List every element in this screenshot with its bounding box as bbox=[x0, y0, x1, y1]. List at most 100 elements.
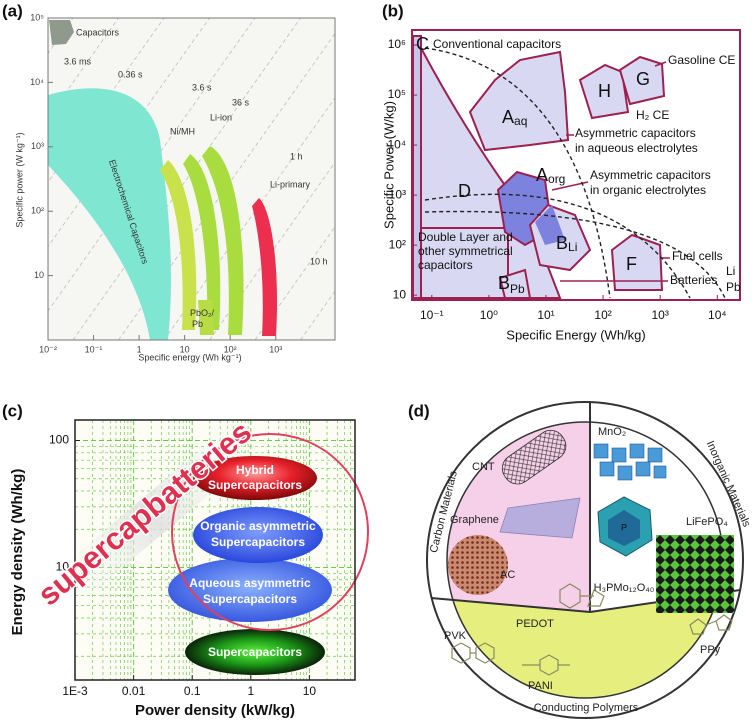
y-tick-label: 10² bbox=[31, 206, 44, 216]
dotted-curves bbox=[424, 47, 726, 299]
ellipse bbox=[168, 558, 332, 622]
panel-label: (a) bbox=[2, 1, 23, 20]
annotation: C bbox=[416, 34, 429, 54]
item-label: Graphene bbox=[450, 514, 499, 526]
guide-line bbox=[48, 18, 165, 183]
line: Double Layer and bbox=[418, 230, 513, 244]
dotted-curve bbox=[424, 210, 726, 299]
region bbox=[183, 154, 221, 330]
region bbox=[468, 50, 570, 152]
annotation: Pb bbox=[726, 280, 741, 294]
line: Aqueous asymmetric bbox=[189, 576, 311, 590]
item-label: H₃PMo₁₂O₄₀ bbox=[594, 582, 655, 594]
x-tick-label: 10 bbox=[303, 684, 317, 698]
y-tick-label: 10 bbox=[56, 560, 70, 574]
plot-frame bbox=[411, 29, 741, 301]
ellipse bbox=[193, 456, 317, 500]
plot-frame bbox=[47, 17, 336, 341]
annotation: F bbox=[626, 254, 637, 274]
x-tick-label: 10² bbox=[594, 308, 611, 322]
annotation: Aaq bbox=[502, 107, 527, 128]
region bbox=[498, 268, 532, 299]
dotted-curve bbox=[424, 193, 691, 299]
region bbox=[252, 198, 278, 336]
annotation: Asymmetric capacitors in organic electrol… bbox=[590, 168, 711, 197]
lifepo4-icon bbox=[656, 535, 734, 613]
dotted-curve bbox=[424, 47, 611, 299]
annotation: G bbox=[636, 69, 650, 89]
y-axis-label: Specific power (W kg⁻¹) bbox=[14, 132, 24, 227]
time-label: 0.36 s bbox=[118, 69, 143, 79]
region bbox=[202, 146, 244, 335]
regions bbox=[48, 20, 278, 340]
x-axis-label: Power density (kW/kg) bbox=[135, 702, 295, 719]
x-axis-label: Specific energy (Wh kg⁻¹) bbox=[138, 352, 241, 362]
y-tick-label: 10⁶ bbox=[388, 37, 406, 51]
ellipse-label: Hybrid Supercapacitors bbox=[208, 463, 302, 492]
region bbox=[535, 205, 565, 245]
x-tick-label: 10² bbox=[224, 344, 237, 354]
line: Hybrid bbox=[236, 463, 274, 477]
y-tick-label: 10⁴ bbox=[30, 77, 44, 87]
annotation: Double Layer and other symmetrical capacit… bbox=[418, 230, 513, 272]
y-axis-label: Energy density (Wh/kg) bbox=[9, 469, 26, 636]
region bbox=[49, 20, 74, 45]
ellipse bbox=[185, 629, 325, 675]
mno2-icon bbox=[593, 443, 667, 481]
annotation: BPb bbox=[498, 273, 525, 296]
annotation: H bbox=[598, 81, 611, 101]
x-tick-label: 1E-3 bbox=[62, 684, 88, 698]
item-label: PPy bbox=[700, 644, 721, 656]
item-label: MnO₂ bbox=[598, 426, 626, 438]
annotation: Li bbox=[726, 264, 735, 278]
main: B bbox=[498, 273, 510, 293]
x-tick-label: 10 bbox=[180, 344, 190, 354]
x-tick-label: 0.01 bbox=[122, 684, 146, 698]
sub: Li bbox=[568, 240, 577, 254]
annotation: Gasoline CE bbox=[668, 53, 735, 67]
annotation: Batteries bbox=[670, 273, 717, 287]
item-label: PVK bbox=[444, 630, 467, 642]
x-tick-label: 1 bbox=[137, 344, 142, 354]
item-label: PEDOT bbox=[516, 618, 554, 630]
y-tick-label: 10³ bbox=[389, 187, 406, 201]
line: in organic electrolytes bbox=[590, 183, 706, 197]
ellipses bbox=[39, 417, 369, 675]
divider bbox=[430, 597, 591, 613]
time-label: 36 s bbox=[232, 97, 250, 107]
sub: org bbox=[548, 172, 565, 186]
main: A bbox=[536, 165, 548, 185]
panel-label: (b) bbox=[382, 1, 404, 20]
ellipse-label: Supercapacitors bbox=[208, 645, 302, 659]
line: Organic asymmetric bbox=[200, 519, 316, 533]
item-label: AC bbox=[500, 569, 515, 581]
region bbox=[48, 88, 171, 340]
guide-line bbox=[254, 226, 335, 340]
polymer-icons bbox=[451, 583, 733, 676]
annotation: BLi bbox=[556, 233, 577, 254]
item-label: PANI bbox=[528, 680, 553, 692]
annotation: Asymmetric capacitors in aqueous electrol… bbox=[575, 126, 698, 155]
main: B bbox=[556, 233, 568, 253]
item-label: LiFePO₄ bbox=[686, 516, 728, 528]
x-tick-label: 10³ bbox=[652, 308, 669, 322]
line: in aqueous electrolytes bbox=[575, 141, 698, 155]
region bbox=[578, 63, 630, 120]
line: Pb bbox=[192, 319, 203, 329]
annotation: Aorg bbox=[536, 165, 565, 186]
ellipse-label: Aqueous asymmetric Supercapacitors bbox=[189, 576, 311, 606]
y-tick-label: 10 bbox=[393, 287, 407, 301]
ellipse-label: Organic asymmetric Supercapacitors bbox=[200, 519, 316, 549]
y-tick-label: 10⁵ bbox=[30, 12, 44, 22]
time-label: 3.6 s bbox=[192, 82, 212, 92]
circle bbox=[171, 433, 369, 631]
region bbox=[198, 300, 214, 335]
guide-line bbox=[163, 97, 335, 340]
diagram: P Carbon Materials Inorganic Materials C… bbox=[426, 401, 753, 719]
graphene-icon bbox=[499, 497, 581, 539]
ellipse bbox=[193, 507, 323, 563]
annotation: Fuel cells bbox=[672, 249, 723, 263]
time-label: 10 h bbox=[310, 256, 328, 266]
x-tick-label: 10⁻² bbox=[39, 344, 57, 354]
